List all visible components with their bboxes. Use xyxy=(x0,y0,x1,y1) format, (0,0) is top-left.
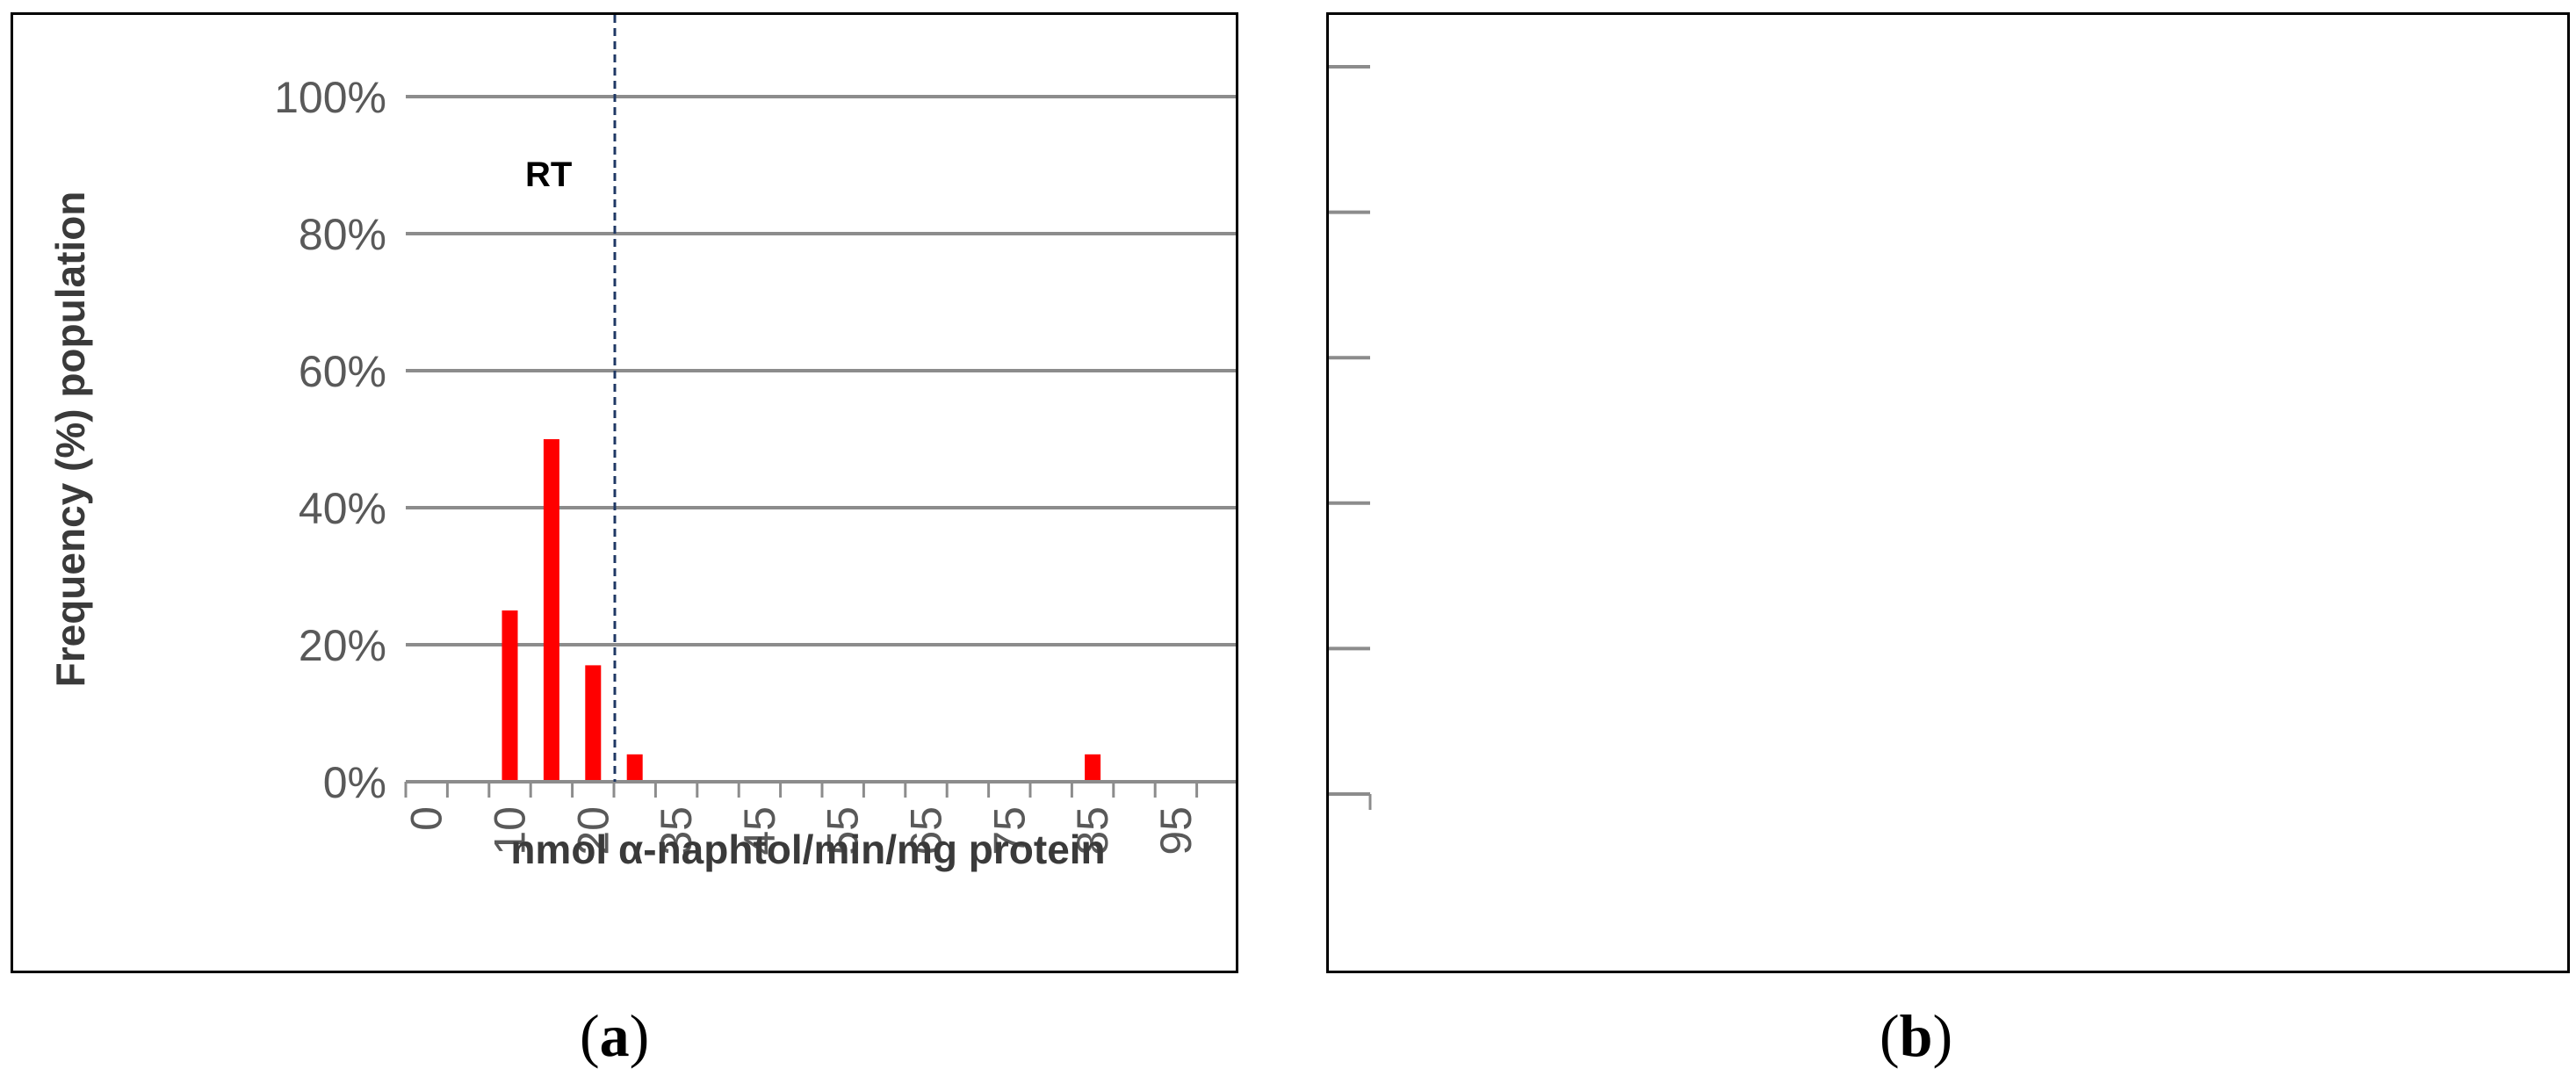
caption-a: (a) xyxy=(580,1002,650,1069)
x-tick-label: 95 xyxy=(1151,806,1201,856)
y-tick-label: 40% xyxy=(299,484,386,533)
chart-panel-b: 0%20%40%60%80%100%0102030405060708090RTF… xyxy=(1326,12,2570,973)
x-tick-label: 75 xyxy=(985,806,1034,856)
y-tick-label: 60% xyxy=(299,347,386,396)
x-tick-label: 65 xyxy=(902,806,951,856)
chart-a-svg: 0% 20% 40% 60% 80% 100% 0 10 20 35 45 55 65 75 85 95 RT F… xyxy=(47,15,1236,872)
x-tick-label: 35 xyxy=(652,806,701,856)
rt-label: RT xyxy=(525,155,572,194)
x-tick-label: 10 xyxy=(486,806,535,856)
y-tick-label: 20% xyxy=(299,621,386,670)
x-tick-label: 85 xyxy=(1068,806,1117,856)
bar-25 xyxy=(626,754,643,782)
y-tick-label: 0% xyxy=(323,758,386,807)
x-tick-label: 20 xyxy=(568,806,617,856)
y-tick-label: 100% xyxy=(274,73,386,122)
bar-15 xyxy=(543,439,559,782)
x-axis-label: nmol α-naphtol/min/mg protein xyxy=(510,827,1105,872)
y-axis-label: Frequency (%) population xyxy=(47,191,93,688)
caption-b-letter: b xyxy=(1899,1002,1933,1069)
x-tick-label: 0 xyxy=(402,806,451,831)
caption-a-letter: a xyxy=(599,1002,630,1069)
caption-b: (b) xyxy=(1880,1002,1953,1069)
bar-85 xyxy=(1085,754,1101,782)
x-tick-label: 45 xyxy=(735,806,784,856)
bar-20 xyxy=(585,665,602,782)
y-tick-label: 80% xyxy=(299,210,386,259)
chart-b-svg: 0%20%40%60%80%100%0102030405060708090RTF… xyxy=(1329,65,1372,810)
chart-panel-a: 0% 20% 40% 60% 80% 100% 0 10 20 35 45 55 65 75 85 95 RT F… xyxy=(11,12,1238,973)
x-tick-label: 55 xyxy=(819,806,868,856)
bar-10 xyxy=(501,610,518,782)
